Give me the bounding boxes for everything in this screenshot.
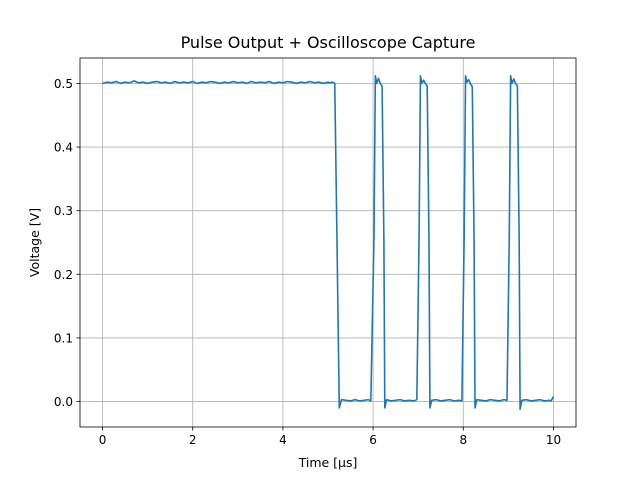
y-tick-label: 0.3 [54,204,73,218]
y-tick-label: 0.5 [54,77,73,91]
x-tick-label: 10 [546,433,561,447]
y-tick-label: 0.0 [54,395,73,409]
chart-title: Pulse Output + Oscilloscope Capture [181,33,476,52]
x-tick-label: 0 [99,433,107,447]
y-tick-label: 0.2 [54,268,73,282]
axis-ticks: 0 2 4 6 8 10 0.0 0.1 0.2 0.3 0.4 0.5 [54,77,561,447]
x-tick-label: 8 [459,433,467,447]
x-axis-label: Time [μs] [298,455,358,470]
y-axis-label: Voltage [V] [27,208,42,277]
y-tick-label: 0.1 [54,331,73,345]
x-tick-label: 2 [189,433,197,447]
x-tick-label: 6 [369,433,377,447]
y-tick-label: 0.4 [54,141,73,155]
x-tick-label: 4 [279,433,287,447]
plot-frame [79,57,577,428]
grid-lines [80,58,576,427]
series-layer [102,75,555,410]
series-line [102,75,555,410]
